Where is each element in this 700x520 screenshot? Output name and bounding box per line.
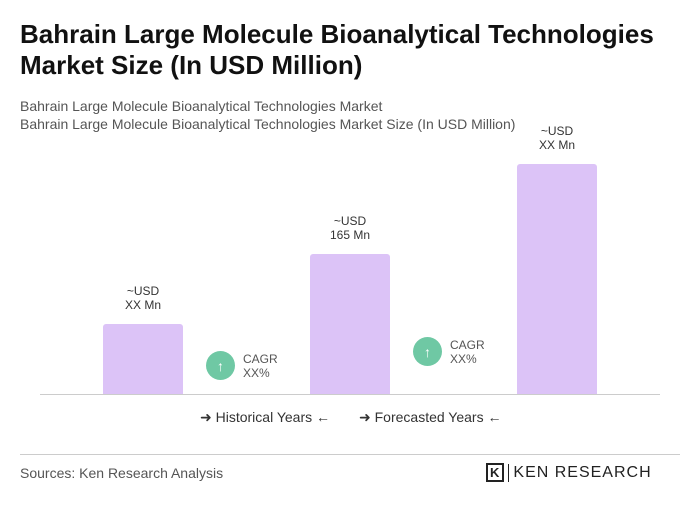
legend-historical: ➜ Historical Years ←: [200, 409, 331, 425]
cagr-value: XX%: [450, 351, 477, 366]
legend-label: Forecasted Years: [374, 409, 484, 425]
data-label: ~USD XX Mn: [538, 124, 575, 153]
subtitle-2: Bahrain Large Molecule Bioanalytical Tec…: [20, 116, 516, 132]
x-axis-line: [40, 394, 660, 395]
bar: [103, 324, 183, 394]
subtitle: Bahrain Large Molecule Bioanalytical Tec…: [20, 98, 383, 114]
data-label: ~USD 165 Mn: [329, 214, 371, 242]
ken-research-logo: K KEN RESEARCH: [486, 463, 652, 482]
page-title: Bahrain Large Molecule Bioanalytical Tec…: [20, 19, 654, 80]
legend-label: Historical Years: [215, 409, 313, 425]
footer-divider: [20, 454, 680, 455]
cagr-1: ↑ CAGR XX%: [206, 351, 278, 380]
cagr-label: CAGR: [450, 337, 485, 352]
bar: [517, 164, 597, 394]
data-label: ~USD XX Mn: [124, 284, 161, 313]
bar: [310, 254, 390, 394]
arrow-up-icon: ↑: [413, 337, 442, 366]
cagr-2: ↑ CAGR XX%: [413, 337, 485, 366]
cagr-value: XX%: [243, 365, 270, 380]
cagr-label: CAGR: [243, 351, 278, 366]
legend-forecasted: ➜ Forecasted Years ←: [359, 409, 502, 425]
sources: Sources: Ken Research Analysis: [20, 465, 224, 481]
arrow-up-icon: ↑: [206, 351, 235, 380]
